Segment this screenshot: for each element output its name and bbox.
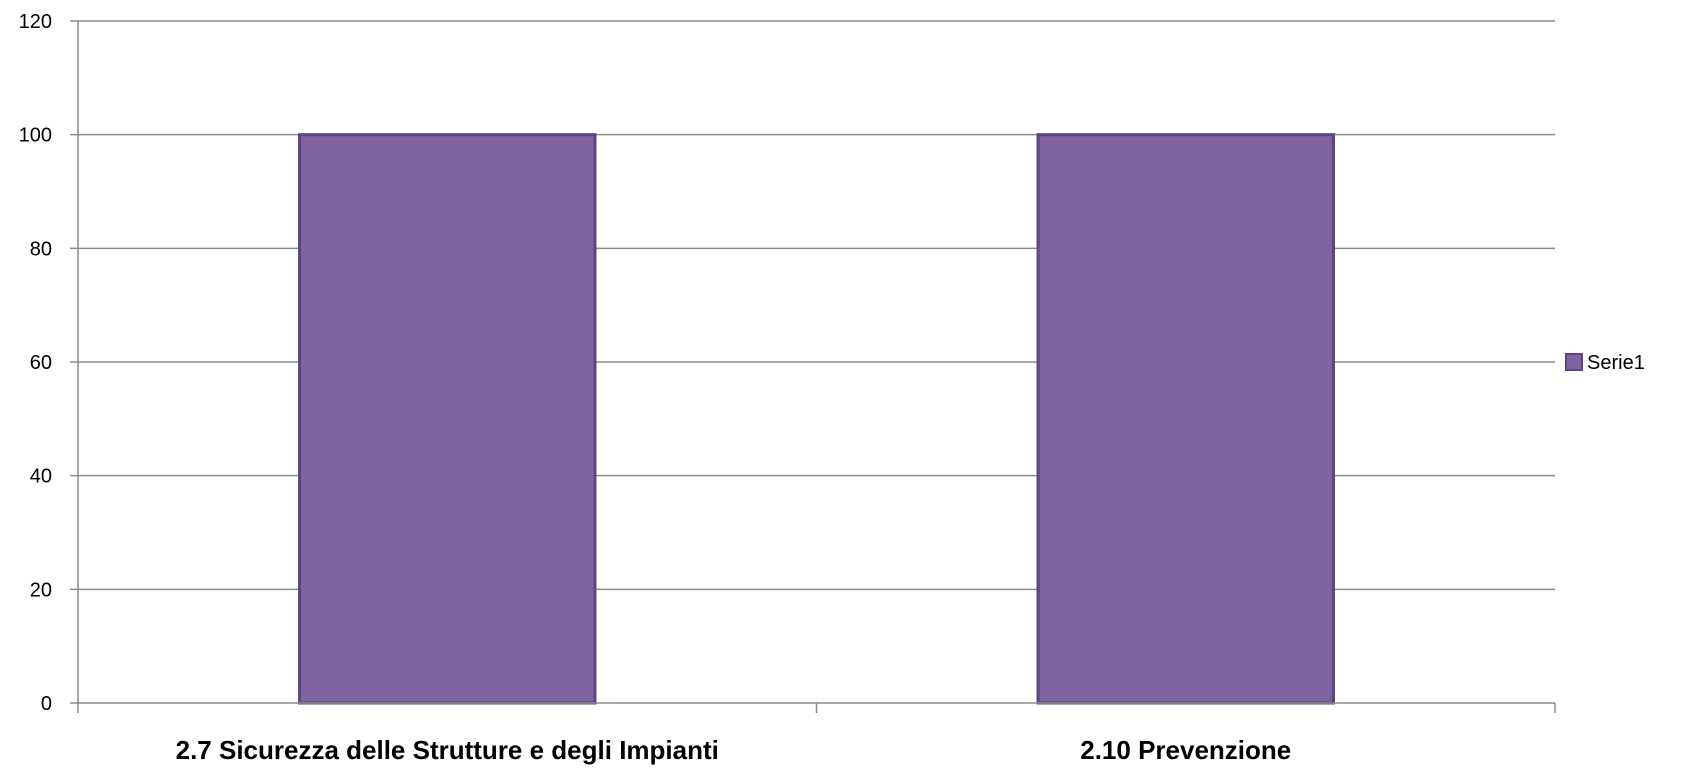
y-tick-label: 60 — [30, 352, 52, 374]
y-tick-label: 0 — [41, 693, 52, 715]
legend-swatch — [1565, 353, 1583, 371]
legend: Serie1 — [1565, 352, 1645, 374]
axes — [77, 21, 1556, 713]
x-axis-labels: 2.7 Sicurezza delle Strutture e degli Im… — [176, 735, 1292, 765]
y-tick-label: 80 — [30, 238, 52, 260]
bar — [1036, 133, 1335, 705]
bar — [298, 133, 597, 705]
legend-label: Serie1 — [1587, 352, 1645, 374]
x-category-label: 2.7 Sicurezza delle Strutture e degli Im… — [176, 735, 719, 765]
y-tick-label: 40 — [30, 466, 52, 488]
y-tick-label: 100 — [19, 125, 52, 147]
y-tick-label: 20 — [30, 579, 52, 601]
y-tick-label: 120 — [19, 11, 52, 33]
bars — [298, 133, 1335, 705]
x-category-label: 2.10 Prevenzione — [1080, 735, 1291, 765]
y-axis-ticks: 0 20 40 60 80 100 120 — [19, 11, 78, 715]
